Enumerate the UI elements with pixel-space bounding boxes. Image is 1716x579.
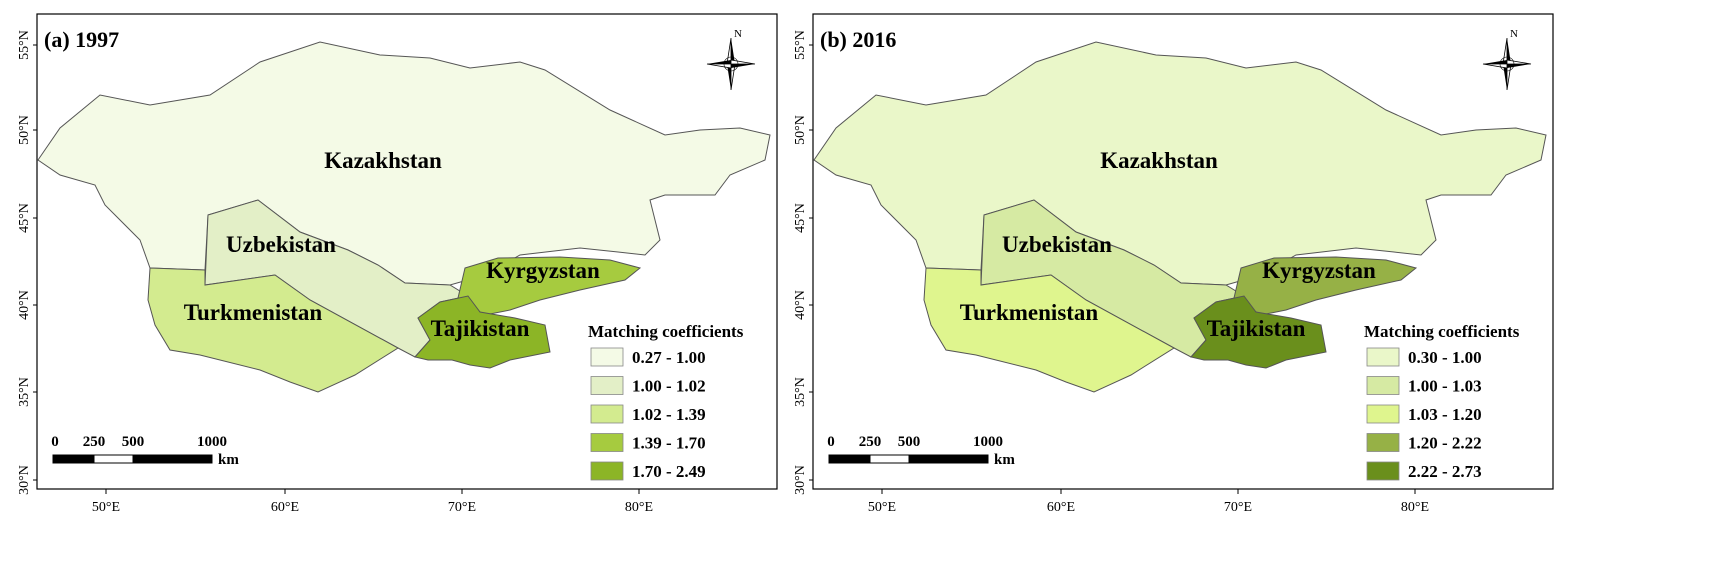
scale-tick-label: 0 xyxy=(827,434,835,450)
lat-tick-label: 55°N xyxy=(793,30,808,60)
north-label: N xyxy=(1510,28,1518,40)
legend-swatch xyxy=(1366,461,1400,481)
lat-tick-label: 30°N xyxy=(793,465,808,495)
scale-tick-label: 250 xyxy=(83,434,106,450)
lon-tick-label: 70°E xyxy=(448,500,476,515)
country-tajikistan xyxy=(414,295,551,369)
legend-swatch xyxy=(590,404,624,424)
country-turkmenistan xyxy=(923,267,1175,393)
map-panel-a: Kazakhstan Uzbekistan Turkmenistan Kyrgyzst… xyxy=(17,13,778,515)
legend-swatch xyxy=(1366,376,1400,395)
legend-title: Matching coefficients xyxy=(588,322,744,341)
lon-tick-label: 50°E xyxy=(92,500,120,515)
lat-tick-label: 50°N xyxy=(17,115,32,145)
legend-swatch xyxy=(1366,347,1400,367)
lat-tick-label: 35°N xyxy=(17,377,32,407)
legend-swatch xyxy=(590,461,624,481)
lat-tick-label: 55°N xyxy=(17,30,32,60)
country-label-kazakhstan: Kazakhstan xyxy=(324,148,442,173)
legend-swatch xyxy=(590,347,624,367)
lat-tick-label: 45°N xyxy=(17,203,32,233)
lat-tick-label: 35°N xyxy=(793,377,808,407)
legend-label: 0.30 - 1.00 xyxy=(1408,348,1482,367)
panel-title: (b) 2016 xyxy=(820,27,896,52)
legend-label: 0.27 - 1.00 xyxy=(632,348,706,367)
legend-label: 1.20 - 2.22 xyxy=(1408,434,1482,453)
legend-label: 1.70 - 2.49 xyxy=(632,462,706,481)
legend-label: 1.03 - 1.20 xyxy=(1408,405,1482,424)
scale-tick-label: 1000 xyxy=(197,434,227,450)
scale-unit: km xyxy=(218,452,239,468)
country-label-uzbekistan: Uzbekistan xyxy=(226,232,336,257)
country-label-kazakhstan: Kazakhstan xyxy=(1100,148,1218,173)
country-label-tajikistan: Tajikistan xyxy=(431,316,530,341)
lat-tick-label: 50°N xyxy=(793,115,808,145)
country-label-uzbekistan: Uzbekistan xyxy=(1002,232,1112,257)
scale-tick-label: 500 xyxy=(122,434,145,450)
lat-tick-label: 45°N xyxy=(793,203,808,233)
scale-tick-label: 250 xyxy=(859,434,882,450)
scale-tick-label: 0 xyxy=(51,434,59,450)
north-label: N xyxy=(734,28,742,40)
scale-tick-label: 1000 xyxy=(973,434,1003,450)
lon-tick-label: 70°E xyxy=(1224,500,1252,515)
legend-label: 1.39 - 1.70 xyxy=(632,434,706,453)
country-label-turkmenistan: Turkmenistan xyxy=(960,300,1099,325)
north-arrow-icon: N xyxy=(1482,28,1532,91)
lon-tick-label: 80°E xyxy=(1401,500,1429,515)
country-turkmenistan xyxy=(147,267,399,393)
map-panel-b: Kazakhstan Uzbekistan Turkmenistan Kyrgyzst… xyxy=(793,13,1554,515)
lon-tick-label: 60°E xyxy=(271,500,299,515)
legend-label: 1.02 - 1.39 xyxy=(632,405,706,424)
lon-tick-label: 60°E xyxy=(1047,500,1075,515)
country-label-tajikistan: Tajikistan xyxy=(1207,316,1306,341)
country-label-turkmenistan: Turkmenistan xyxy=(184,300,323,325)
country-label-kyrgyzstan: Kyrgyzstan xyxy=(1262,258,1376,283)
scale-bar: 0 250 500 1000 km xyxy=(51,434,239,468)
scale-bar: 0 250 500 1000 km xyxy=(827,434,1015,468)
legend: Matching coefficients 0.30 - 1.00 1.00 - 1… xyxy=(1364,322,1520,481)
panel-title: (a) 1997 xyxy=(44,27,119,52)
legend-swatch xyxy=(590,376,624,395)
lat-tick-label: 30°N xyxy=(17,465,32,495)
north-arrow-icon: N xyxy=(706,28,756,91)
lat-tick-label: 40°N xyxy=(17,290,32,320)
legend-title: Matching coefficients xyxy=(1364,322,1520,341)
legend-swatch xyxy=(1366,404,1400,424)
legend: Matching coefficients 0.27 - 1.00 1.00 - 1… xyxy=(588,322,744,481)
legend-label: 1.00 - 1.02 xyxy=(632,377,706,396)
country-label-kyrgyzstan: Kyrgyzstan xyxy=(486,258,600,283)
lat-tick-label: 40°N xyxy=(793,290,808,320)
lon-tick-label: 80°E xyxy=(625,500,653,515)
legend-swatch xyxy=(1366,433,1400,452)
legend-swatch xyxy=(590,433,624,452)
legend-label: 1.00 - 1.03 xyxy=(1408,377,1482,396)
scale-unit: km xyxy=(994,452,1015,468)
lon-tick-label: 50°E xyxy=(868,500,896,515)
legend-label: 2.22 - 2.73 xyxy=(1408,462,1482,481)
scale-tick-label: 500 xyxy=(898,434,921,450)
country-tajikistan xyxy=(1190,295,1327,369)
